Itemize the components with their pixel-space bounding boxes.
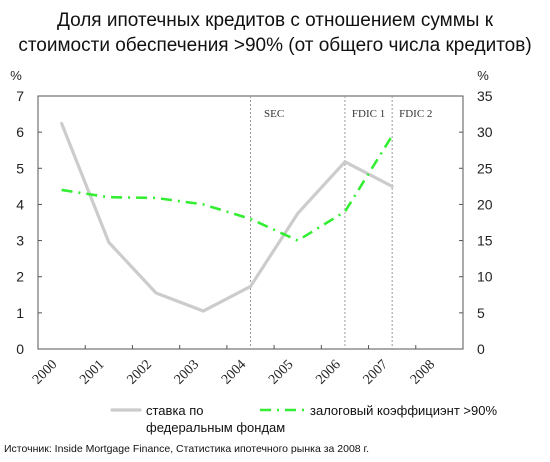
legend-label-ltv: залоговый коэффициэнт >90%: [310, 403, 498, 418]
right-axis-unit: %: [477, 68, 489, 83]
right-axis-tick-label: 25: [477, 160, 493, 176]
x-axis-tick-label: 2000: [30, 357, 60, 387]
right-axis-tick-label: 0: [477, 341, 485, 357]
source-note: Источник: Inside Mortgage Finance, Стати…: [4, 443, 370, 455]
left-axis-tick-label: 3: [16, 233, 24, 249]
x-axis-tick-label: 2002: [124, 357, 154, 387]
left-axis-tick-label: 0: [16, 341, 24, 357]
chart-title-line-2: стоимости обеспечения >90% (от общего чи…: [18, 35, 532, 56]
x-axis-tick-label: 2007: [361, 357, 391, 387]
legend-entry-fed-rate: ставка по федеральным фондам: [146, 402, 285, 436]
x-axis-tick-label: 2005: [266, 357, 296, 387]
series-line-fed-rate: [60, 121, 394, 313]
left-axis-tick-label: 7: [16, 88, 24, 104]
left-axis-tick-label: 1: [16, 305, 24, 321]
annotation-label: SEC: [264, 108, 284, 120]
x-axis-tick-label: 2006: [313, 357, 343, 387]
x-axis-tick-label: 2004: [219, 357, 249, 387]
chart-series: [60, 121, 394, 313]
x-axis-tick-label: 2001: [77, 357, 107, 387]
annotation-label: FDIC 1: [352, 108, 385, 120]
x-axis-tick-label: 2003: [172, 357, 202, 387]
legend-entry-ltv: залоговый коэффициэнт >90%: [310, 402, 497, 419]
x-axis-tick-label: 2008: [408, 357, 438, 387]
legend-label-fed-rate-line-1: ставка по: [146, 403, 204, 418]
series-line-ltv: [61, 135, 394, 242]
left-axis-tick-label: 6: [16, 124, 24, 140]
right-axis-tick-label: 10: [477, 269, 493, 285]
right-axis-tick-label: 5: [477, 305, 485, 321]
right-axis-tick-label: 35: [477, 88, 493, 104]
left-axis-tick-label: 2: [16, 269, 24, 285]
left-axis-tick-label: 4: [16, 196, 24, 212]
left-axis-tick-label: 5: [16, 160, 24, 176]
right-axis-tick-label: 30: [477, 124, 493, 140]
chart-annotations: SEC FDIC 1 FDIC 2: [250, 96, 432, 349]
left-axis-unit: %: [10, 68, 22, 83]
annotation-label: FDIC 2: [399, 108, 432, 120]
right-axis-tick-label: 20: [477, 196, 493, 212]
legend-label-fed-rate-line-2: федеральным фондам: [146, 420, 286, 435]
chart-title: Доля ипотечных кредитов с отношением сум…: [0, 8, 550, 58]
right-axis-tick-label: 15: [477, 233, 493, 249]
chart-title-line-1: Доля ипотечных кредитов с отношением сум…: [56, 10, 494, 31]
